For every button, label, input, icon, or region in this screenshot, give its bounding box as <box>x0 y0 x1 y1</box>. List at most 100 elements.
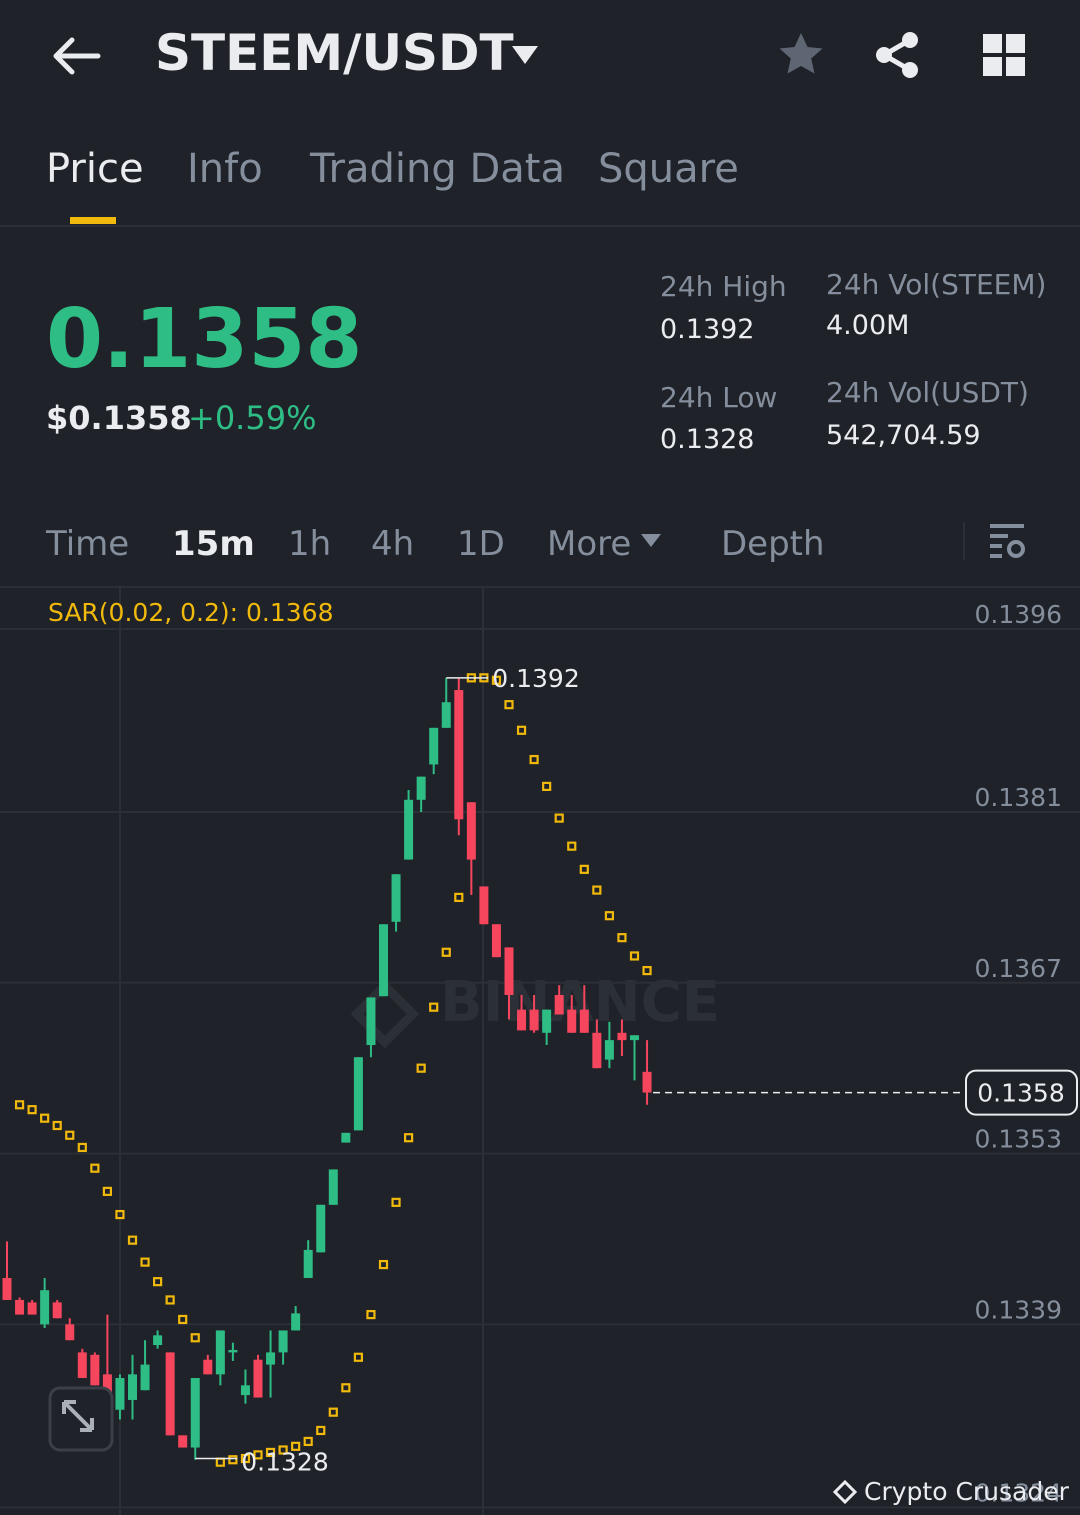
sar-dot <box>27 1105 37 1115</box>
sar-dot <box>240 1453 251 1464</box>
candle-body <box>592 1032 602 1069</box>
candle-body <box>228 1349 238 1353</box>
sar-dot <box>316 1425 326 1436</box>
interval[interactable]: 4h <box>371 524 415 564</box>
candle-body <box>65 1324 75 1341</box>
interval[interactable]: Depth <box>721 524 825 564</box>
interval[interactable]: More <box>547 524 632 564</box>
tab[interactable]: Square <box>598 146 739 192</box>
sar-dot <box>491 675 502 685</box>
stat-value: 542,704.59 <box>826 420 981 451</box>
y-tick-label: 0.1396 <box>975 600 1062 629</box>
candle-body <box>429 727 439 765</box>
candle-body <box>128 1374 137 1400</box>
usd-price: $0.1358 <box>46 399 192 437</box>
sar-dot <box>303 1436 313 1447</box>
candle-body <box>504 947 514 995</box>
candle-body <box>90 1354 100 1386</box>
sar-dot <box>592 885 602 895</box>
sar-dot <box>265 1447 276 1458</box>
candle-body <box>416 776 426 800</box>
candle-body <box>341 1132 351 1143</box>
sar-dot <box>353 1352 363 1362</box>
candle-body <box>40 1290 50 1325</box>
candle-body <box>316 1204 326 1253</box>
candle-body <box>27 1302 37 1315</box>
tab[interactable]: Info <box>187 146 263 192</box>
candle-body <box>153 1335 163 1346</box>
tab-active[interactable]: Price <box>46 146 144 192</box>
price-change: +0.59% <box>188 399 317 437</box>
y-tick-label: 0.1367 <box>975 954 1062 983</box>
candle-body <box>630 1035 639 1041</box>
candle-body <box>366 997 376 1045</box>
sar-dot <box>579 864 589 874</box>
candle-body <box>617 1032 627 1041</box>
stat-label: 24h Vol(STEEM) <box>826 268 1047 301</box>
sar-dot <box>40 1113 50 1123</box>
back-arrow[interactable] <box>50 36 102 76</box>
candle-body <box>77 1352 87 1379</box>
candle-body <box>291 1313 301 1331</box>
candle-body <box>253 1359 263 1398</box>
candle-body <box>266 1352 276 1365</box>
y-tick-label: 0.1353 <box>975 1125 1062 1154</box>
candle-body <box>567 1009 577 1033</box>
sar-dot <box>516 725 527 735</box>
low-label: 0.1328 <box>241 1448 328 1477</box>
candle-body <box>328 1169 338 1205</box>
sar-dot <box>127 1235 138 1245</box>
sar-dot <box>328 1407 338 1417</box>
pair-dropdown[interactable] <box>510 44 540 66</box>
last-price: 0.1358 <box>46 292 363 387</box>
sar-dot <box>153 1277 163 1287</box>
sar-dot <box>341 1383 351 1393</box>
stat-value: 0.1328 <box>660 424 755 455</box>
last-price-label: 0.1358 <box>977 1079 1064 1108</box>
tab[interactable]: Trading Data <box>310 146 565 192</box>
interval[interactable]: 1D <box>457 524 505 564</box>
sar-dot <box>178 1314 188 1325</box>
stat-label: 24h Low <box>660 381 778 414</box>
tab-indicator <box>70 217 116 224</box>
candle-body <box>479 886 489 925</box>
candle-body <box>52 1302 62 1319</box>
favorite-icon[interactable] <box>776 30 826 80</box>
interval[interactable]: Time <box>46 524 130 564</box>
sar-dot <box>52 1120 62 1131</box>
sar-dot <box>416 1063 426 1073</box>
interval-active[interactable]: 15m <box>172 524 255 564</box>
sar-dot <box>366 1309 376 1320</box>
candle-body <box>115 1378 125 1410</box>
candle-body <box>2 1277 12 1300</box>
candle-body <box>579 1009 589 1033</box>
candle-body <box>529 1009 539 1031</box>
sar-dot <box>441 947 451 957</box>
pair-title[interactable]: STEEM/USDT <box>155 24 514 82</box>
sar-dot <box>102 1186 113 1196</box>
more-dropdown[interactable] <box>640 533 662 549</box>
indicator-label: SAR(0.02, 0.2): 0.1368 <box>48 598 333 627</box>
candle-body <box>278 1330 288 1353</box>
interval[interactable]: 1h <box>288 524 332 564</box>
candle-body <box>404 799 414 860</box>
chart-settings-icon[interactable] <box>988 522 1028 560</box>
candle-body <box>190 1378 200 1448</box>
sar-dot <box>567 841 577 851</box>
sar-dot <box>253 1450 263 1460</box>
candle-body <box>391 874 401 922</box>
candle-body <box>303 1249 313 1278</box>
candle-body <box>517 1009 527 1031</box>
candle-body <box>441 702 451 728</box>
sar-dot <box>215 1457 225 1467</box>
candle-body <box>215 1330 225 1375</box>
high-label: 0.1392 <box>492 664 579 693</box>
candlestick-chart: BINANCE 0.13960.13810.13670.13530.13390.… <box>0 588 1080 1515</box>
y-tick-label: 0.1324 <box>975 1478 1062 1507</box>
y-tick-label: 0.1339 <box>975 1295 1062 1324</box>
candle-body <box>140 1364 150 1391</box>
candle-body <box>491 924 501 958</box>
separator <box>963 522 965 560</box>
grid-menu-icon[interactable] <box>983 34 1027 78</box>
share-icon[interactable] <box>874 31 922 79</box>
